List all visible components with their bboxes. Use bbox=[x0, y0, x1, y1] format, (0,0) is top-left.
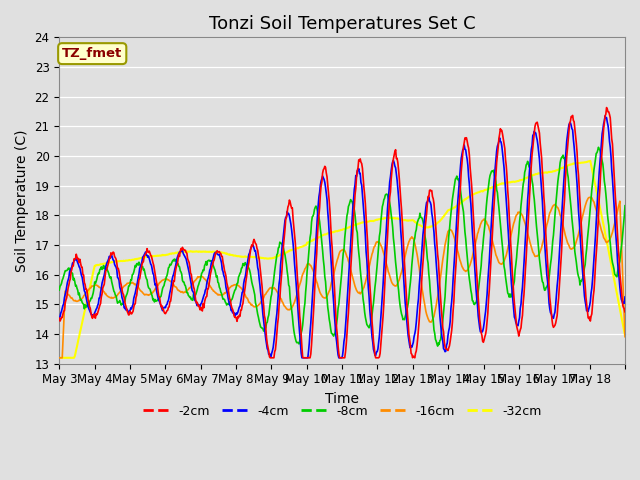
-32cm bbox=[254, 255, 262, 261]
-32cm bbox=[586, 158, 594, 164]
-16cm bbox=[254, 303, 262, 309]
Title: Tonzi Soil Temperatures Set C: Tonzi Soil Temperatures Set C bbox=[209, 15, 476, 33]
-16cm bbox=[226, 285, 234, 291]
-8cm bbox=[595, 144, 602, 150]
-8cm bbox=[275, 244, 283, 250]
-2cm bbox=[254, 247, 262, 253]
-8cm bbox=[226, 299, 234, 305]
Text: TZ_fmet: TZ_fmet bbox=[62, 47, 122, 60]
Y-axis label: Soil Temperature (C): Soil Temperature (C) bbox=[15, 129, 29, 272]
-8cm bbox=[433, 338, 440, 344]
-16cm bbox=[401, 256, 408, 262]
-8cm bbox=[122, 294, 129, 300]
-2cm bbox=[603, 105, 611, 110]
-16cm bbox=[56, 355, 63, 360]
-4cm bbox=[56, 315, 63, 321]
-4cm bbox=[122, 307, 129, 312]
-2cm bbox=[56, 315, 63, 321]
-4cm bbox=[275, 281, 283, 287]
-32cm bbox=[433, 221, 440, 227]
-8cm bbox=[254, 312, 262, 317]
-8cm bbox=[621, 203, 629, 209]
-2cm bbox=[266, 355, 274, 360]
-32cm bbox=[401, 217, 408, 223]
Line: -4cm: -4cm bbox=[60, 116, 625, 358]
Line: -8cm: -8cm bbox=[60, 147, 625, 346]
-16cm bbox=[433, 303, 440, 309]
-4cm bbox=[433, 269, 441, 275]
-4cm bbox=[401, 300, 409, 306]
-16cm bbox=[122, 282, 129, 288]
-16cm bbox=[275, 292, 283, 298]
Legend: -2cm, -4cm, -8cm, -16cm, -32cm: -2cm, -4cm, -8cm, -16cm, -32cm bbox=[138, 400, 547, 423]
-8cm bbox=[56, 287, 63, 293]
-2cm bbox=[433, 240, 441, 246]
Line: -32cm: -32cm bbox=[60, 161, 625, 358]
-4cm bbox=[226, 302, 234, 308]
-4cm bbox=[601, 113, 609, 119]
-32cm bbox=[56, 355, 63, 360]
-32cm bbox=[621, 332, 629, 338]
-2cm bbox=[226, 296, 234, 301]
-8cm bbox=[434, 343, 442, 349]
-16cm bbox=[586, 194, 594, 200]
-32cm bbox=[226, 252, 234, 257]
-32cm bbox=[275, 252, 283, 258]
-4cm bbox=[298, 355, 306, 360]
-4cm bbox=[254, 264, 262, 270]
-2cm bbox=[621, 309, 629, 315]
-2cm bbox=[401, 273, 409, 279]
-2cm bbox=[122, 303, 129, 309]
-2cm bbox=[276, 296, 284, 302]
-16cm bbox=[621, 334, 629, 340]
-8cm bbox=[401, 317, 408, 323]
-4cm bbox=[621, 294, 629, 300]
-32cm bbox=[122, 258, 129, 264]
Line: -2cm: -2cm bbox=[60, 108, 625, 358]
X-axis label: Time: Time bbox=[325, 392, 359, 406]
Line: -16cm: -16cm bbox=[60, 197, 625, 358]
